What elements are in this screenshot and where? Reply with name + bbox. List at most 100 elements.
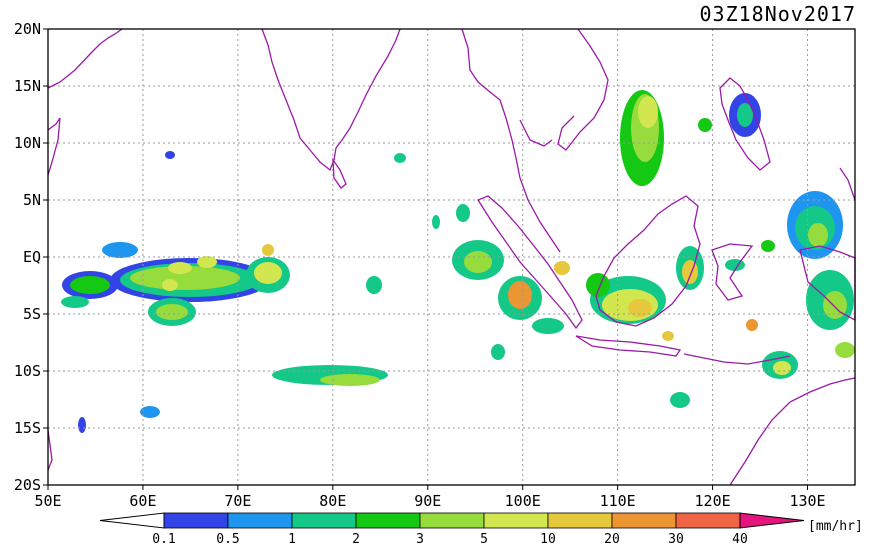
colorbar: 0.1 0.5 1 2 3 5 10 20 30 40 [mm/hr]	[99, 512, 863, 544]
precip-cell	[262, 244, 274, 256]
precip-cell	[140, 406, 160, 418]
colorbar-level-label: 20	[604, 532, 620, 544]
lat-label: EQ	[23, 248, 41, 266]
lon-label: 130E	[789, 492, 825, 510]
colorbar-level-label: 3	[416, 532, 424, 544]
lon-label: 70E	[224, 492, 251, 510]
precip-cell	[746, 319, 758, 331]
precip-cell	[254, 262, 282, 284]
colorbar-above-arrow	[739, 512, 805, 529]
coastlines	[47, 28, 856, 486]
precip-cell	[197, 256, 217, 268]
latitude-labels: 20N 15N 10N 5N EQ 5S 10S 15S 20S	[14, 20, 48, 494]
precip-cell	[628, 299, 652, 317]
map-plot-area	[47, 28, 856, 486]
precip-cell	[737, 103, 753, 127]
precip-cell	[464, 251, 492, 273]
lon-label: 50E	[34, 492, 61, 510]
precip-cell	[532, 318, 564, 334]
precip-cell	[78, 417, 86, 433]
colorbar-segment	[355, 512, 421, 529]
precip-cell	[554, 261, 570, 275]
graticule	[48, 29, 855, 485]
colorbar-segment	[419, 512, 485, 529]
lat-label: 5N	[23, 191, 41, 209]
lat-label: 15N	[14, 77, 41, 95]
colorbar-segment	[547, 512, 613, 529]
lon-label: 120E	[695, 492, 731, 510]
precip-cell	[394, 153, 406, 163]
precip-cell	[586, 273, 610, 297]
precip-cell	[156, 304, 188, 320]
precip-cell	[682, 260, 698, 284]
lat-label: 10N	[14, 134, 41, 152]
longitude-labels: 50E 60E 70E 80E 90E 100E 110E 120E 130E	[34, 485, 826, 510]
colorbar-segment	[163, 512, 229, 529]
precip-cell	[102, 242, 138, 258]
colorbar-level-label: 30	[668, 532, 684, 544]
lat-label: 10S	[14, 362, 41, 380]
coastline-india	[261, 28, 401, 172]
precip-cell	[130, 266, 240, 290]
coastline-sulawesi	[711, 243, 754, 301]
precip-cell	[162, 279, 178, 291]
lon-label: 100E	[505, 492, 541, 510]
precip-cell	[168, 262, 192, 274]
coastline-horn-of-africa	[47, 117, 61, 176]
precip-cell	[61, 296, 89, 308]
coastline-sri-lanka	[332, 157, 347, 189]
precip-cell	[638, 96, 658, 128]
colorbar-level-label: 40	[732, 532, 748, 544]
colorbar-segment	[227, 512, 293, 529]
colorbar-segment	[291, 512, 357, 529]
lon-label: 110E	[600, 492, 636, 510]
lat-label: 5S	[23, 305, 41, 323]
colorbar-segment	[483, 512, 549, 529]
precip-cell	[670, 392, 690, 408]
lon-label: 80E	[319, 492, 346, 510]
coastline-lesser-sunda	[683, 353, 791, 365]
lat-label: 20N	[14, 20, 41, 38]
precip-cell	[456, 204, 470, 222]
coastline-java	[575, 335, 682, 357]
precipitation-layer	[61, 90, 855, 433]
colorbar-below-arrow	[99, 512, 165, 529]
precip-cell	[508, 281, 532, 309]
plot-background	[48, 29, 855, 485]
coastline-myanmar-malay	[461, 28, 561, 253]
colorbar-level-label: 1	[288, 532, 296, 544]
coastline-australia	[729, 377, 856, 486]
colorbar-segment	[611, 512, 677, 529]
coastline-philippines	[719, 77, 771, 171]
precip-cell	[773, 361, 791, 375]
coastline-arabia	[47, 28, 123, 89]
precip-cell	[823, 291, 847, 319]
precip-cell	[432, 215, 440, 229]
lat-label: 15S	[14, 419, 41, 437]
map-title: 03Z18Nov2017	[700, 2, 857, 26]
precip-cell	[835, 342, 855, 358]
lon-label: 90E	[414, 492, 441, 510]
precip-cell	[320, 374, 380, 386]
colorbar-level-label: 0.1	[152, 532, 175, 544]
precip-cell	[70, 276, 110, 294]
precip-cell	[698, 118, 712, 132]
precip-cell	[491, 344, 505, 360]
coastline-gulf-of-thailand	[519, 119, 553, 147]
colorbar-level-label: 2	[352, 532, 360, 544]
lon-label: 60E	[129, 492, 156, 510]
colorbar-unit: [mm/hr]	[808, 519, 863, 534]
colorbar-level-label: 10	[540, 532, 556, 544]
coastline-indochina	[557, 28, 609, 151]
coastline-pacific-islands	[839, 167, 856, 201]
precip-cell	[808, 223, 828, 247]
coastline-madagascar	[47, 429, 53, 471]
coastline-borneo	[595, 195, 701, 327]
precip-cell	[761, 240, 775, 252]
colorbar-level-label: 0.5	[216, 532, 239, 544]
colorbar-segment	[675, 512, 741, 529]
lat-label: 20S	[14, 476, 41, 494]
precip-cell	[165, 151, 175, 159]
coastline-sumatra	[477, 195, 583, 330]
